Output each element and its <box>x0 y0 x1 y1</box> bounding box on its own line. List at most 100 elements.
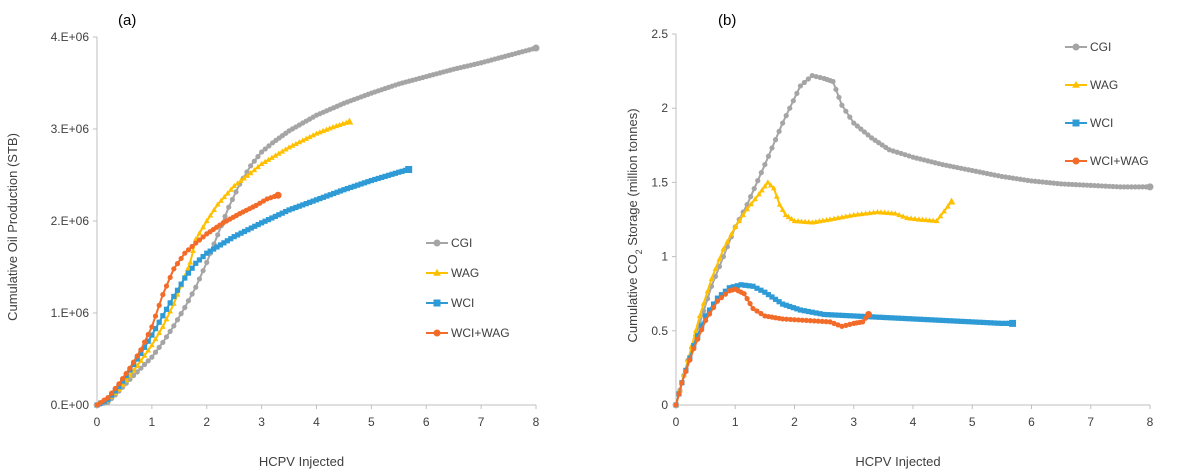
legend-entry: CGI <box>1065 40 1111 54</box>
data-point <box>722 288 728 294</box>
y-axis-title: Cumulative Oil Production (STB) <box>5 133 20 321</box>
y-tick-label: 3.E+06 <box>51 122 90 136</box>
data-point <box>765 291 772 298</box>
legend-label: WCI <box>451 296 474 310</box>
data-point <box>758 310 764 317</box>
data-point <box>532 44 540 52</box>
data-point <box>1099 183 1105 189</box>
data-point <box>222 213 228 219</box>
data-point <box>885 209 891 216</box>
data-point <box>163 306 170 312</box>
data-point <box>334 189 340 195</box>
data-point <box>770 185 777 191</box>
data-point <box>762 161 768 168</box>
data-point <box>937 213 944 219</box>
data-point <box>787 105 793 111</box>
data-point <box>843 312 849 319</box>
data-point <box>799 317 806 323</box>
data-point <box>718 292 725 298</box>
data-point <box>1110 183 1116 190</box>
data-point <box>217 242 224 248</box>
data-point <box>835 322 841 328</box>
series-cgi <box>94 44 540 408</box>
data-point <box>794 90 800 96</box>
data-point <box>196 257 203 263</box>
data-point <box>809 309 815 315</box>
legend-label: WCI+WAG <box>451 326 510 340</box>
data-point <box>773 193 780 199</box>
data-point <box>748 194 754 200</box>
data-point <box>679 380 685 386</box>
data-point <box>1091 182 1098 189</box>
data-point <box>293 140 299 147</box>
data-point <box>801 79 807 86</box>
data-point <box>174 287 181 293</box>
data-point <box>906 316 912 322</box>
data-point <box>813 73 819 80</box>
data-point <box>874 208 881 215</box>
data-point <box>873 314 879 320</box>
data-point <box>259 220 265 226</box>
legend-marker <box>1072 157 1080 165</box>
legend-marker <box>1072 119 1080 127</box>
data-point <box>1095 183 1101 189</box>
data-point <box>1058 181 1064 187</box>
data-point <box>255 221 261 228</box>
data-point <box>244 172 251 178</box>
data-point <box>152 349 159 355</box>
data-point <box>189 291 195 297</box>
data-point <box>392 170 398 176</box>
data-point <box>207 248 213 254</box>
data-point <box>247 170 254 176</box>
data-point <box>184 266 191 272</box>
data-point <box>860 319 866 325</box>
legend-entry: WCI <box>1065 116 1113 130</box>
data-point <box>906 153 912 159</box>
data-point <box>758 170 764 176</box>
data-point <box>149 342 155 348</box>
data-point <box>706 307 713 313</box>
data-point <box>331 190 337 197</box>
data-point <box>888 315 894 321</box>
panel-b: 0 0.5 1 1.5 2 2.5 0 1 2 3 4 5 6 7 8 HCPV Injected Cumula… <box>625 12 1154 469</box>
data-point <box>341 187 347 193</box>
data-point <box>790 98 796 104</box>
data-point <box>910 316 916 322</box>
data-point <box>898 150 904 157</box>
data-point <box>211 206 217 213</box>
data-point <box>695 336 701 342</box>
data-point <box>716 263 723 270</box>
x-tick-label: 1 <box>732 415 739 429</box>
data-point <box>196 230 203 236</box>
legend-entry: WCI+WAG <box>426 326 510 340</box>
data-point <box>203 217 210 224</box>
legend-marker <box>1072 43 1080 51</box>
data-point <box>758 287 764 293</box>
data-point <box>262 158 268 164</box>
data-point <box>861 129 868 135</box>
data-point <box>854 123 860 129</box>
x-tick-label: 3 <box>258 415 265 429</box>
data-point <box>798 218 805 224</box>
data-point <box>279 210 285 216</box>
data-point <box>772 296 779 302</box>
data-point <box>163 283 170 289</box>
data-point <box>843 322 849 328</box>
series-wci-wag <box>673 286 873 408</box>
data-point <box>969 319 975 325</box>
data-point <box>379 174 385 181</box>
data-point <box>1077 182 1083 188</box>
data-point <box>269 154 275 160</box>
data-point <box>699 323 705 329</box>
data-point <box>784 316 790 322</box>
data-point <box>928 317 935 323</box>
y-tick-label: 1.E+06 <box>51 306 90 320</box>
data-point <box>224 238 230 244</box>
data-point <box>797 307 804 313</box>
data-point <box>145 331 151 338</box>
data-point <box>265 217 272 223</box>
data-point <box>730 284 736 290</box>
data-point <box>805 76 811 82</box>
data-point <box>275 150 282 156</box>
data-point <box>944 203 951 209</box>
